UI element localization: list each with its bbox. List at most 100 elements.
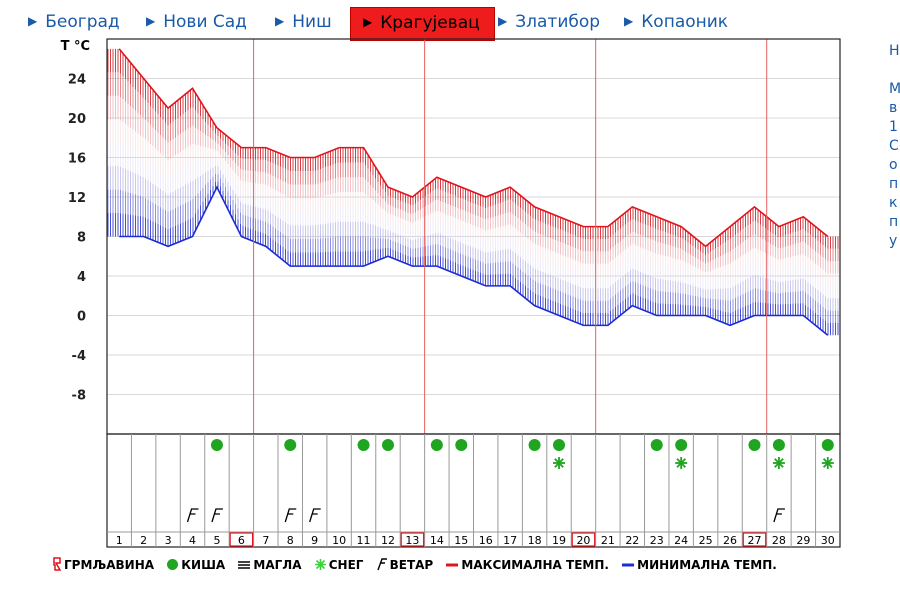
day-label: 3 <box>165 534 172 547</box>
legend-max-label: МАКСИМАЛНА ТЕМП. <box>461 558 609 572</box>
snow-icon <box>821 457 834 469</box>
nav-item-label: Копаоник <box>641 12 729 32</box>
wind-icon <box>211 508 223 523</box>
rain-icon <box>748 439 761 451</box>
day-label: 14 <box>430 534 444 547</box>
legend-wind-label: ВЕТАР <box>389 558 434 572</box>
snow-icon <box>675 457 688 469</box>
y-tick-label: -4 <box>72 349 86 364</box>
day-label: 19 <box>552 534 566 547</box>
nav-item-4[interactable]: ▶ Крагујевац <box>350 7 495 41</box>
min-temp-line <box>119 185 829 336</box>
y-tick-label: 0 <box>77 310 86 325</box>
legend-fog: МАГЛА <box>237 558 302 572</box>
thunder-icon <box>53 557 62 571</box>
day-label: 6 <box>238 534 245 547</box>
rain-icon <box>284 439 297 451</box>
legend: ГРМЉАВИНА КИША МАГЛА СНЕГ ВЕТАР МАКСИМАЛ… <box>52 557 785 575</box>
rain-icon <box>821 439 834 451</box>
day-label: 13 <box>405 534 419 547</box>
y-axis-title: T °C <box>61 39 90 54</box>
y-tick-label: -8 <box>72 389 86 404</box>
y-tick-label: 24 <box>68 73 86 88</box>
day-label: 8 <box>287 534 294 547</box>
legend-max: МАКСИМАЛНА ТЕМП. <box>445 558 609 572</box>
legend-fog-label: МАГЛА <box>253 558 302 572</box>
snow-icon <box>553 457 566 469</box>
rain-icon <box>455 439 468 451</box>
day-label: 17 <box>503 534 517 547</box>
day-label: 10 <box>332 534 346 547</box>
nav-item-5[interactable]: ▶ Златибор <box>498 7 600 39</box>
fog-icon <box>238 561 251 569</box>
wind-icon <box>773 508 785 523</box>
day-label: 15 <box>454 534 468 547</box>
y-tick-label: 12 <box>68 191 86 206</box>
legend-min-label: МИНИМАЛНА ТЕМП. <box>637 558 777 572</box>
nav-item-label: Крагујевац <box>380 13 480 33</box>
legend-wind: ВЕТАР <box>376 557 434 572</box>
day-label: 21 <box>601 534 615 547</box>
legend-min: МИНИМАЛНА ТЕМП. <box>621 558 777 572</box>
arrow-right-icon: ▶ <box>498 14 508 28</box>
rain-icon <box>772 439 785 451</box>
legend-thunder-label: ГРМЉАВИНА <box>64 558 155 572</box>
day-label: 2 <box>140 534 147 547</box>
day-label: 12 <box>381 534 395 547</box>
day-label: 25 <box>699 534 713 547</box>
day-label: 26 <box>723 534 737 547</box>
day-label: 22 <box>625 534 639 547</box>
rain-icon <box>381 439 394 451</box>
nav-item-label: Ниш <box>292 12 332 32</box>
arrow-right-icon: ▶ <box>624 14 634 28</box>
day-label: 28 <box>772 534 786 547</box>
day-label: 9 <box>311 534 318 547</box>
legend-rain-label: КИША <box>181 558 226 572</box>
temperature-band <box>107 48 839 336</box>
wind-icon <box>284 508 297 523</box>
side-text: Н М в 1 С о п к п у <box>889 43 900 249</box>
weekend-box <box>571 532 596 547</box>
nav-item-3[interactable]: ▶ Ниш <box>275 7 332 39</box>
y-tick-label: 8 <box>77 231 86 246</box>
day-label: 20 <box>576 534 590 547</box>
weekend-box <box>742 532 767 547</box>
rain-icon <box>553 439 566 451</box>
wind-icon <box>376 558 387 571</box>
city-nav: ▶ Београд ▶ Нови Сад ▶ Ниш ▶ Крагујевац ▶ Златибо… <box>0 0 900 42</box>
wind-icon <box>186 508 199 523</box>
nav-item-6[interactable]: ▶ Копаоник <box>624 7 728 39</box>
legend-rain: КИША <box>166 558 225 572</box>
day-label: 4 <box>189 534 196 547</box>
legend-snow-label: СНЕГ <box>328 558 364 572</box>
rain-icon <box>430 439 443 451</box>
day-label: 16 <box>479 534 493 547</box>
day-label: 7 <box>262 534 269 547</box>
day-label: 30 <box>821 534 835 547</box>
nav-item-1[interactable]: ▶ Београд <box>28 7 120 39</box>
rain-icon <box>167 559 179 570</box>
day-label: 29 <box>796 534 810 547</box>
rain-icon <box>675 439 688 451</box>
snow-icon <box>314 559 326 570</box>
day-label: 18 <box>528 534 542 547</box>
arrow-right-icon: ▶ <box>363 15 373 29</box>
nav-item-label: Златибор <box>515 12 601 32</box>
y-tick-label: 16 <box>68 152 86 167</box>
nav-item-label: Београд <box>45 12 120 32</box>
y-tick-label: 4 <box>77 270 86 285</box>
rain-icon <box>357 439 370 451</box>
snow-icon <box>772 457 785 469</box>
rain-icon <box>528 439 541 451</box>
legend-thunder: ГРМЉАВИНА <box>52 557 154 572</box>
nav-item-2[interactable]: ▶ Нови Сад <box>146 7 247 39</box>
max-line-icon <box>446 563 459 567</box>
legend-snow: СНЕГ <box>314 558 364 572</box>
wind-icon <box>309 508 321 523</box>
day-label: 23 <box>650 534 664 547</box>
arrow-right-icon: ▶ <box>275 14 285 28</box>
day-label: 27 <box>747 534 761 547</box>
arrow-right-icon: ▶ <box>146 14 156 28</box>
day-label: 5 <box>213 534 220 547</box>
